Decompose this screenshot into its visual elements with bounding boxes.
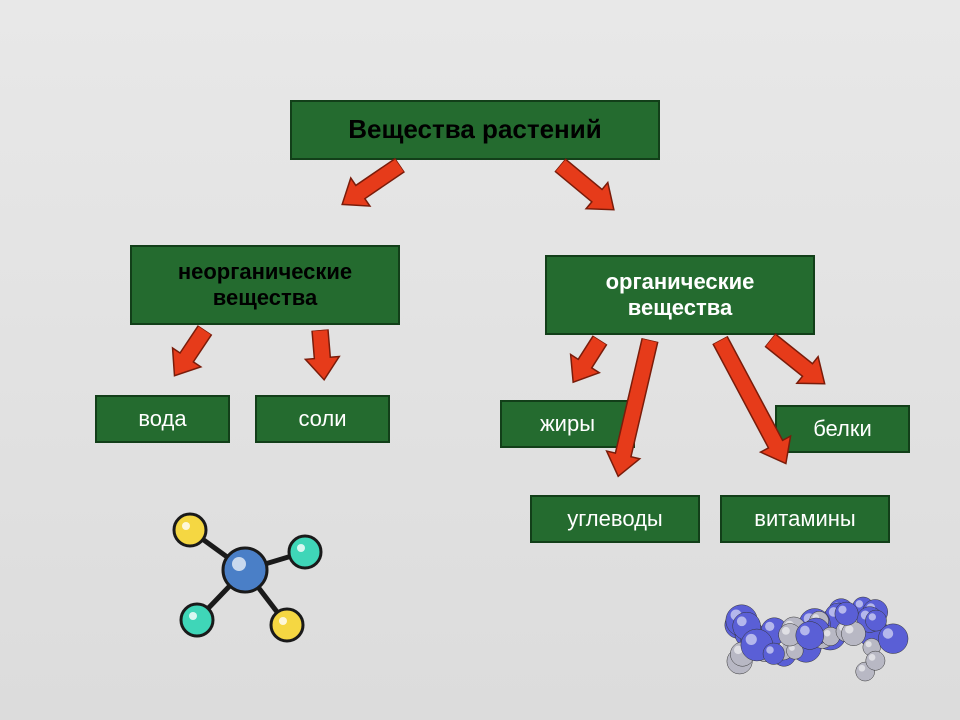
- node-label-salts: соли: [298, 406, 346, 432]
- node-label-water: вода: [138, 406, 186, 432]
- node-vitamins: витамины: [720, 495, 890, 543]
- node-carbs: углеводы: [530, 495, 700, 543]
- node-title: Вещества растений: [290, 100, 660, 160]
- molecule-complex-icon: [700, 555, 930, 715]
- node-label-title: Вещества растений: [348, 114, 601, 145]
- arrow-inorg-to-water: [143, 316, 226, 406]
- node-inorganic: неорганические вещества: [130, 245, 400, 325]
- node-proteins: белки: [775, 405, 910, 453]
- node-fats: жиры: [500, 400, 635, 448]
- node-label-fats: жиры: [540, 411, 595, 437]
- node-salts: соли: [255, 395, 390, 443]
- arrow-inorg-to-salts: [295, 328, 351, 402]
- node-label-vitamins: витамины: [754, 506, 855, 532]
- node-organic: органические вещества: [545, 255, 815, 335]
- node-water: вода: [95, 395, 230, 443]
- node-label-proteins: белки: [813, 416, 872, 442]
- node-label-organic: органические вещества: [606, 269, 755, 322]
- node-label-inorganic: неорганические вещества: [178, 259, 352, 312]
- molecule-simple-icon: [155, 480, 335, 660]
- node-label-carbs: углеводы: [567, 506, 662, 532]
- arrow-title-to-organic: [544, 146, 645, 242]
